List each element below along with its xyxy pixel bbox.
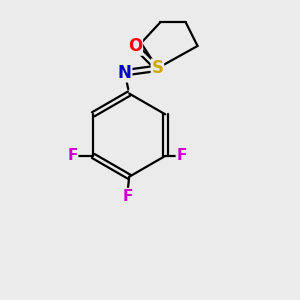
Text: N: N [118,64,132,82]
Text: S: S [152,59,164,77]
Text: F: F [67,148,77,164]
Text: F: F [176,148,187,164]
Text: O: O [128,37,142,55]
Text: F: F [122,189,133,204]
